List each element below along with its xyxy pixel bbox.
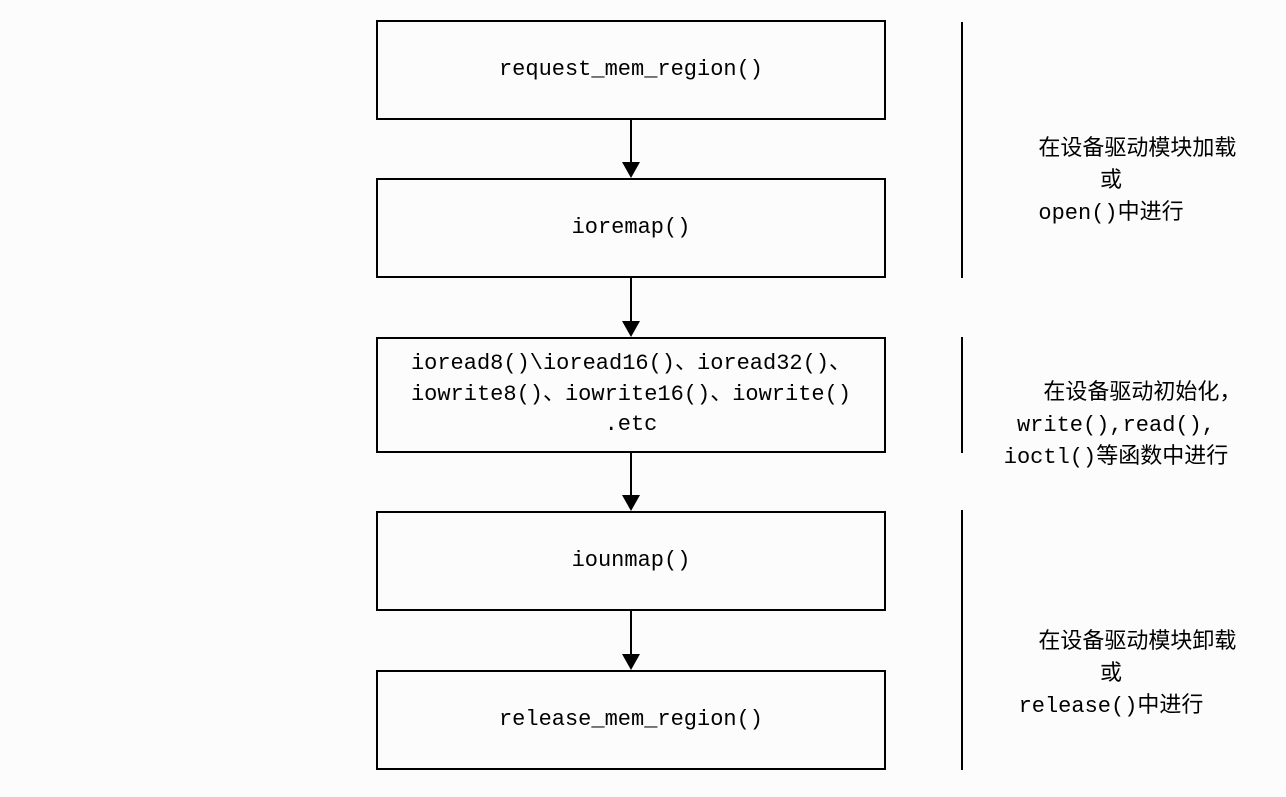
annotation-load: 在设备驱动模块加载 或 open()中进行 <box>981 102 1241 261</box>
annotation-unload: 在设备驱动模块卸载 或 release()中进行 <box>981 595 1241 754</box>
node-request-mem-region: request_mem_region() <box>376 20 886 120</box>
bracket-runtime <box>961 337 963 453</box>
node-ioremap: ioremap() <box>376 178 886 278</box>
flowchart-canvas: request_mem_region() ioremap() ioread8()… <box>0 0 1286 797</box>
node-label: request_mem_region() <box>499 55 763 86</box>
annotation-text: 在设备驱动模块卸载 或 release()中进行 <box>1019 630 1237 719</box>
annotation-runtime: 在设备驱动初始化， write(),read(), ioctl()等函数中进行 <box>971 346 1261 505</box>
annotation-text: 在设备驱动模块加载 或 open()中进行 <box>1038 137 1236 226</box>
node-label: ioread8()\ioread16()、ioread32()、 iowrite… <box>411 349 851 441</box>
node-iounmap: iounmap() <box>376 511 886 611</box>
node-label: release_mem_region() <box>499 705 763 736</box>
annotation-text: 在设备驱动初始化， write(),read(), ioctl()等函数中进行 <box>1004 381 1242 470</box>
bracket-load <box>961 22 963 278</box>
node-ioread-iowrite: ioread8()\ioread16()、ioread32()、 iowrite… <box>376 337 886 453</box>
bracket-unload <box>961 510 963 770</box>
node-label: ioremap() <box>572 213 691 244</box>
node-label: iounmap() <box>572 546 691 577</box>
node-release-mem-region: release_mem_region() <box>376 670 886 770</box>
